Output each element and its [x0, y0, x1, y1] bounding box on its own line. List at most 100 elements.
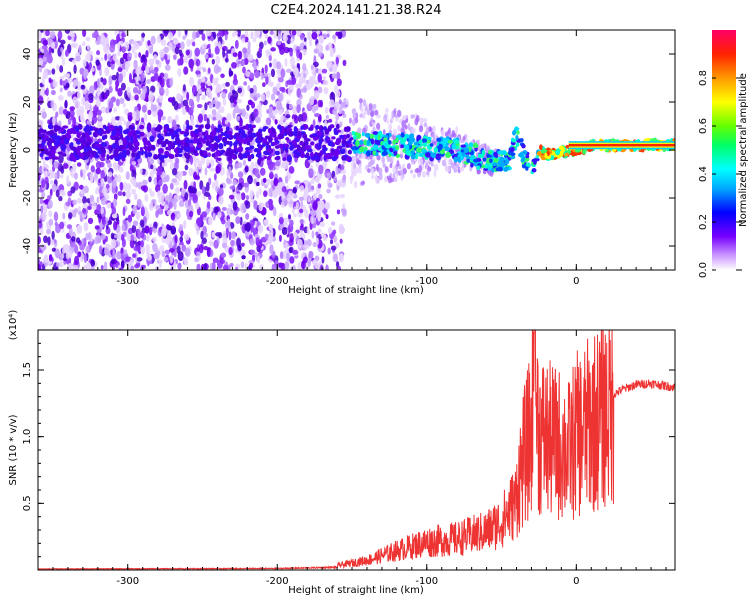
- spectrogram-cell: [314, 112, 320, 118]
- spectrogram-cell: [75, 76, 79, 87]
- spectrogram-cell: [149, 91, 153, 98]
- spectrogram-cell: [326, 172, 331, 180]
- spectrogram-cell: [313, 48, 319, 54]
- spectrogram-cell: [379, 172, 383, 181]
- spectrogram-cell: [470, 162, 474, 168]
- spectrogram-cell: [122, 103, 126, 108]
- spectrogram-cell: [455, 126, 459, 134]
- spectrogram-cell: [336, 184, 340, 191]
- spectrogram-cell: [225, 177, 231, 184]
- spectrogram-cell: [53, 145, 57, 151]
- spectrogram-cell: [131, 224, 137, 234]
- spectrogram-cell: [218, 41, 221, 50]
- spectrogram-cell: [238, 63, 242, 68]
- spectrogram-cell: [181, 244, 187, 252]
- spectrogram-cell: [209, 167, 215, 172]
- spectrogram-cell: [62, 153, 67, 157]
- spectrogram-cell: [544, 152, 548, 159]
- spectrogram-cell: [232, 90, 239, 100]
- spectrogram-cell: [512, 129, 516, 136]
- spectrogram-cell: [309, 151, 314, 158]
- spectrogram-cell: [292, 264, 296, 270]
- spectrogram-cell: [308, 204, 314, 210]
- spectrogram-cell: [150, 85, 156, 93]
- spectrogram-cell: [100, 35, 106, 45]
- spectrogram-cell: [196, 92, 200, 103]
- spectrogram-cell: [158, 112, 162, 123]
- spectrogram-cell: [197, 160, 202, 170]
- spectrogram-cell: [382, 163, 387, 168]
- spectrogram-cell: [74, 172, 78, 180]
- spectrogram-cell: [185, 49, 190, 56]
- spectrogram-cell: [63, 244, 70, 253]
- spectrogram-cell: [133, 141, 139, 148]
- spectrogram-cell: [258, 102, 262, 112]
- spectrogram-cell: [276, 67, 282, 76]
- spectrogram-cell: [238, 128, 243, 135]
- spectrogram-cell: [334, 194, 341, 199]
- spectrogram-cell: [438, 143, 443, 149]
- spectrogram-cell: [263, 155, 268, 160]
- spectrogram-cell: [357, 127, 362, 134]
- spectrogram-cell: [245, 213, 250, 220]
- spectrogram-cell: [77, 210, 83, 216]
- spectrogram-cell: [132, 86, 139, 94]
- spectrogram-cell: [342, 59, 347, 67]
- spectrogram-cell: [94, 127, 99, 132]
- spectrogram-cell: [213, 135, 219, 142]
- spectrogram-cell: [120, 82, 126, 91]
- spectrogram-cell: [256, 181, 260, 187]
- spectrogram-cell: [444, 163, 448, 172]
- spectrogram-cell: [157, 190, 161, 198]
- spectrogram-cell: [140, 93, 146, 101]
- spectrogram-cell: [114, 57, 118, 63]
- spectrogram-cell: [331, 156, 338, 162]
- spectrogram-cell: [76, 141, 81, 145]
- spectrogram-cell: [216, 83, 222, 93]
- spectrogram-cell: [132, 220, 139, 227]
- spectrogram-cell: [144, 113, 148, 122]
- spectrogram-cell: [466, 158, 470, 163]
- spectrogram-cell: [422, 142, 428, 147]
- spectrogram-cell: [525, 166, 529, 171]
- spectrogram-cell: [76, 197, 82, 204]
- spectrogram-cell: [136, 155, 141, 160]
- spectrogram-cell: [90, 259, 95, 267]
- spectrogram-cell: [115, 98, 120, 107]
- spectrogram-cell: [40, 244, 47, 251]
- spectrogram-cell: [267, 36, 272, 44]
- spectrogram-cell: [498, 166, 503, 172]
- spectrogram-cell: [122, 52, 129, 60]
- spectrogram-cell: [131, 169, 137, 179]
- spectrogram-cell: [64, 30, 71, 34]
- spectrogram-cell: [410, 150, 415, 154]
- spectrogram-cell: [50, 171, 56, 178]
- spectrogram-cell: [74, 255, 80, 265]
- spectrogram-cell: [39, 198, 44, 205]
- spectrogram-cell: [158, 138, 163, 143]
- spectrogram-cell: [312, 119, 316, 129]
- spectrogram-cell: [70, 186, 76, 194]
- spectrogram-cell: [69, 168, 74, 177]
- spectrogram-cell: [81, 116, 85, 124]
- spectrogram-cell: [177, 30, 182, 38]
- spectrogram-cell: [414, 168, 420, 174]
- spectrogram-cell: [488, 150, 492, 155]
- spectrogram-cell: [326, 33, 330, 38]
- spectrogram-cell: [441, 129, 445, 136]
- spectrogram-cell: [423, 122, 428, 128]
- spectrogram-cell: [110, 232, 115, 240]
- spectrogram-cell: [174, 234, 178, 245]
- spectrogram-cell: [253, 60, 257, 71]
- spectrogram-cell: [38, 89, 41, 96]
- spectrogram-cell: [57, 151, 63, 155]
- spectrogram-cell: [250, 249, 256, 254]
- spectrogram-cell: [122, 191, 126, 197]
- spectrogram-cell: [177, 251, 184, 261]
- spectrogram-cell: [74, 244, 79, 254]
- spectrogram-cell: [222, 48, 226, 58]
- spectrogram-cell: [521, 156, 526, 162]
- spectrogram-cell: [171, 30, 176, 35]
- spectrogram-cell: [272, 141, 278, 146]
